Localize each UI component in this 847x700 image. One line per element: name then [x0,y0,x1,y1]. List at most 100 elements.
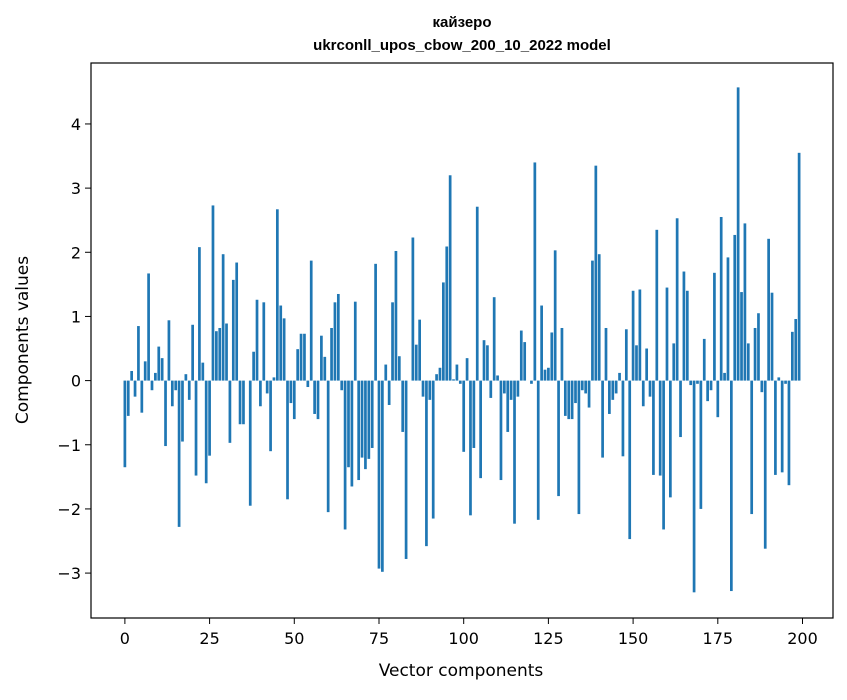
bar-20 [191,325,194,381]
bar-30 [225,324,228,381]
x-axis-label: Vector components [379,661,544,681]
bar-173 [710,381,713,391]
bar-113 [506,381,509,432]
bar-17 [181,381,184,442]
bar-122 [537,381,540,520]
bar-64 [340,381,343,391]
bar-168 [693,381,696,593]
x-tick-label: 200 [787,629,818,648]
x-tick-label: 75 [369,629,389,648]
bar-78 [388,381,391,405]
bar-151 [635,345,638,380]
bar-127 [554,250,557,380]
chart-title-line1: кайзеро [433,14,492,31]
bar-65 [344,381,347,530]
bar-54 [306,381,309,387]
bar-116 [517,381,520,397]
bar-57 [317,381,320,420]
bar-7 [147,273,150,380]
bar-14 [171,381,174,407]
bar-111 [500,381,503,480]
bar-141 [601,381,604,458]
bar-71 [364,381,367,470]
bar-72 [367,381,370,459]
bar-88 [422,381,425,397]
bar-86 [415,345,418,381]
bar-126 [550,332,553,380]
bar-199 [798,153,801,381]
bar-147 [622,381,625,457]
bar-104 [476,207,479,381]
bar-4 [137,326,140,381]
bar-49 [290,381,293,403]
bar-169 [696,381,699,384]
bar-97 [452,379,455,380]
bar-144 [611,381,614,400]
bar-47 [283,318,286,380]
bar-40 [259,381,262,407]
bar-177 [723,373,726,381]
bar-105 [479,381,482,479]
bar-10 [157,347,160,381]
x-tick-label: 175 [703,629,734,648]
bar-33 [235,263,238,381]
bar-35 [242,381,245,425]
bar-110 [496,375,499,380]
bar-103 [473,381,476,448]
bar-32 [232,280,235,381]
bar-140 [598,254,601,380]
bar-18 [185,374,188,380]
bar-42 [266,381,269,394]
bar-13 [168,320,171,380]
bar-25 [208,381,211,456]
bar-138 [591,261,594,381]
bar-37 [249,381,252,506]
bar-8 [151,381,154,391]
bar-83 [405,381,408,559]
bar-156 [652,381,655,475]
bar-160 [666,288,669,381]
bar-73 [371,381,374,448]
bar-132 [571,381,574,420]
y-tick-label: 1 [71,307,81,326]
bar-115 [513,381,516,524]
bar-148 [625,329,628,380]
bar-12 [164,381,167,446]
bar-70 [361,381,364,458]
bar-195 [784,381,787,384]
x-tick-label: 125 [533,629,564,648]
bar-66 [347,381,350,468]
bar-28 [218,328,221,381]
bar-69 [357,381,360,480]
bar-102 [469,381,472,516]
bar-94 [442,282,445,380]
bar-181 [737,87,740,380]
x-tick-label: 25 [199,629,219,648]
bar-16 [178,381,181,527]
bar-44 [273,377,276,380]
bar-2 [130,371,133,381]
bar-185 [750,381,753,514]
bar-5 [140,381,143,413]
bar-59 [323,357,326,381]
bar-164 [679,381,682,437]
bar-101 [466,358,469,380]
bar-198 [794,319,797,381]
x-tick-label: 50 [284,629,304,648]
bar-120 [530,381,533,384]
y-tick-label: 0 [71,372,81,391]
bar-79 [391,302,394,380]
bar-39 [256,300,259,381]
bar-152 [639,289,642,380]
bar-123 [540,306,543,381]
bars-group [124,87,801,592]
bar-161 [669,381,672,498]
bar-93 [439,368,442,381]
y-tick-label: 3 [71,179,81,198]
bar-183 [744,223,747,380]
bar-6 [144,361,147,380]
bar-48 [286,381,289,500]
bar-75 [378,381,381,569]
